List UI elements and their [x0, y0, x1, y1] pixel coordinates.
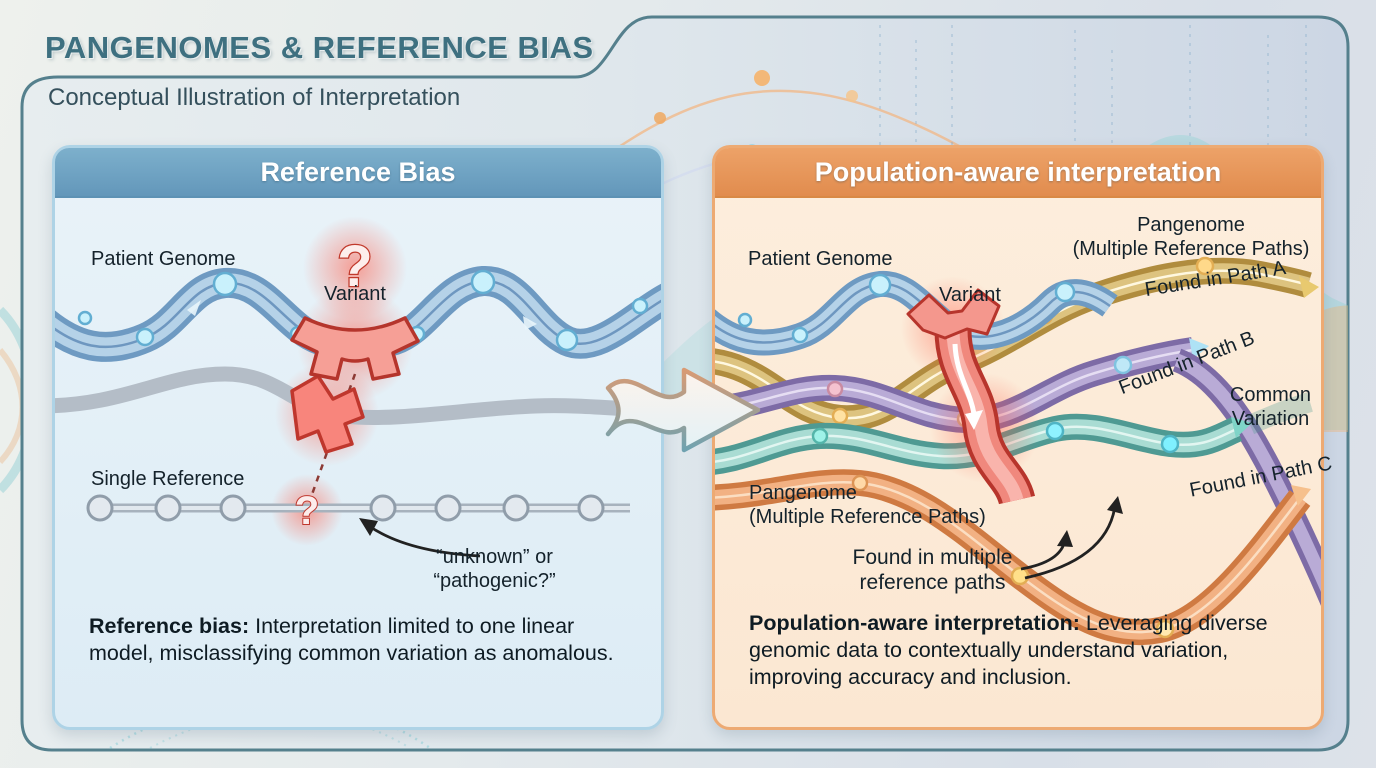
- gray-context-wave: [55, 366, 661, 425]
- mismatch-piece-icon: [290, 374, 365, 454]
- transform-arrow-icon: [605, 367, 761, 453]
- variant-label: Variant: [324, 283, 386, 305]
- population-aware-panel-header: Population-aware interpretation: [715, 148, 1321, 198]
- patient-genome-label: Patient Genome: [91, 248, 236, 270]
- reference-question-mark-icon: ?: [295, 489, 319, 533]
- pangenome-bottom-label: Pangenome (Multiple Reference Paths): [749, 482, 986, 528]
- reference-bias-panel-header: Reference Bias: [55, 148, 661, 198]
- page-subtitle: Conceptual Illustration of Interpretatio…: [48, 84, 461, 111]
- page-title: PANGENOMES & REFERENCE BIAS: [45, 30, 594, 65]
- reference-bias-panel: Reference Bias: [52, 145, 664, 730]
- patient-genome-label: Patient Genome: [748, 248, 893, 270]
- single-reference-line: [86, 494, 630, 522]
- interpretation-annotation: “unknown” or “pathogenic?”: [433, 546, 556, 592]
- reference-bias-caption: Reference bias: Interpretation limited t…: [89, 614, 614, 666]
- variant-routing-band: [906, 288, 1040, 506]
- variant-piece-icon: [290, 316, 420, 381]
- uncertainty-dashed-line: [308, 373, 357, 501]
- common-variation-label: Common Variation: [1229, 384, 1312, 430]
- pangenome-top-label: Pangenome (Multiple Reference Paths): [1072, 214, 1310, 260]
- single-reference-label: Single Reference: [91, 468, 245, 490]
- multi-path-annotation: Found in multiple reference paths: [852, 546, 1013, 594]
- population-aware-caption: Population-aware interpretation: Leverag…: [749, 611, 1268, 690]
- population-aware-panel: Population-aware interpretation: [712, 145, 1334, 730]
- variant-label: Variant: [939, 284, 1001, 306]
